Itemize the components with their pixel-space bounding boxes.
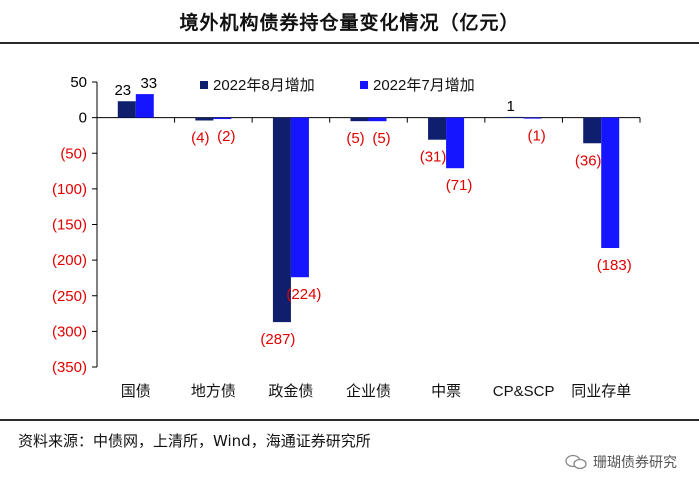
chart-bars bbox=[117, 94, 620, 323]
x-tick-label: 政金债 bbox=[268, 383, 313, 400]
y-tick-label: (300) bbox=[52, 323, 87, 340]
chart-title-bar: 境外机构债券持仓量变化情况（亿元） bbox=[0, 0, 699, 44]
data-label-aug-6: (36) bbox=[575, 152, 602, 169]
data-label-aug-5: 1 bbox=[506, 98, 514, 115]
legend-swatch-1 bbox=[360, 81, 368, 89]
bar-jul-6 bbox=[601, 117, 620, 249]
chart-axes: 50 0 (50) (100) (150) (200) (250) (300) (350) 国债 地… bbox=[52, 74, 641, 400]
legend-label-0: 2022年8月增加 bbox=[213, 77, 315, 94]
x-tick-label: 同业存单 bbox=[571, 383, 631, 400]
bar-jul-1 bbox=[213, 117, 232, 120]
x-tick-label: 中票 bbox=[431, 383, 461, 400]
watermark: 珊瑚债券研究 bbox=[565, 452, 677, 472]
bar-aug-2 bbox=[272, 117, 291, 323]
data-label-jul-2: (224) bbox=[286, 286, 321, 303]
bar-aug-6 bbox=[583, 117, 602, 144]
data-label-jul-5: (1) bbox=[527, 127, 545, 144]
bar-aug-3 bbox=[350, 117, 369, 122]
footer-divider bbox=[0, 419, 699, 421]
data-label-jul-4: (71) bbox=[446, 177, 473, 194]
watermark-text: 珊瑚债券研究 bbox=[593, 455, 677, 471]
chart-title: 境外机构债券持仓量变化情况（亿元） bbox=[179, 11, 520, 34]
x-tick-label: CP&SCP bbox=[493, 383, 555, 400]
bar-jul-2 bbox=[290, 117, 309, 278]
chart-data-labels: 23 (4) (287) (5) (31) 1 (36) 33 (2) (224) (5) (71) (… bbox=[114, 75, 631, 348]
y-tick-label: (50) bbox=[60, 145, 87, 162]
legend-label-1: 2022年7月增加 bbox=[373, 77, 475, 94]
data-label-jul-0: 33 bbox=[140, 75, 157, 92]
data-label-jul-6: (183) bbox=[597, 257, 632, 274]
legend-swatch-0 bbox=[200, 81, 208, 89]
wechat-icon bbox=[565, 454, 587, 470]
y-tick-label: 0 bbox=[79, 110, 87, 127]
x-tick-label: 国债 bbox=[121, 383, 151, 400]
bar-jul-5 bbox=[523, 117, 542, 119]
y-tick-label: (100) bbox=[52, 181, 87, 198]
data-label-aug-3: (5) bbox=[346, 130, 364, 147]
chart-legend: 2022年8月增加 2022年7月增加 bbox=[200, 77, 475, 94]
y-tick-label: (200) bbox=[52, 252, 87, 269]
bar-jul-3 bbox=[368, 117, 387, 122]
bar-aug-1 bbox=[195, 117, 214, 121]
data-label-aug-1: (4) bbox=[191, 129, 209, 146]
y-tick-label: (350) bbox=[52, 359, 87, 376]
bar-aug-5 bbox=[505, 116, 524, 118]
data-label-jul-1: (2) bbox=[217, 128, 235, 145]
y-tick-label: (150) bbox=[52, 217, 87, 234]
y-tick-label: (250) bbox=[52, 288, 87, 305]
bar-aug-0 bbox=[117, 101, 136, 118]
bar-chart: 50 0 (50) (100) (150) (200) (250) (300) (350) 国债 地… bbox=[52, 74, 641, 400]
x-tick-label: 地方债 bbox=[191, 383, 236, 400]
data-label-aug-4: (31) bbox=[420, 149, 447, 166]
data-label-aug-2: (287) bbox=[260, 331, 295, 348]
bar-aug-4 bbox=[428, 117, 447, 140]
source-note: 资料来源：中债网，上清所，Wind，海通证券研究所 bbox=[18, 432, 371, 450]
bar-jul-0 bbox=[135, 94, 154, 118]
bar-jul-4 bbox=[446, 117, 465, 169]
data-label-aug-0: 23 bbox=[114, 82, 131, 99]
x-tick-label: 企业债 bbox=[346, 382, 391, 400]
y-tick-label: 50 bbox=[70, 74, 87, 91]
data-label-jul-3: (5) bbox=[372, 130, 390, 147]
